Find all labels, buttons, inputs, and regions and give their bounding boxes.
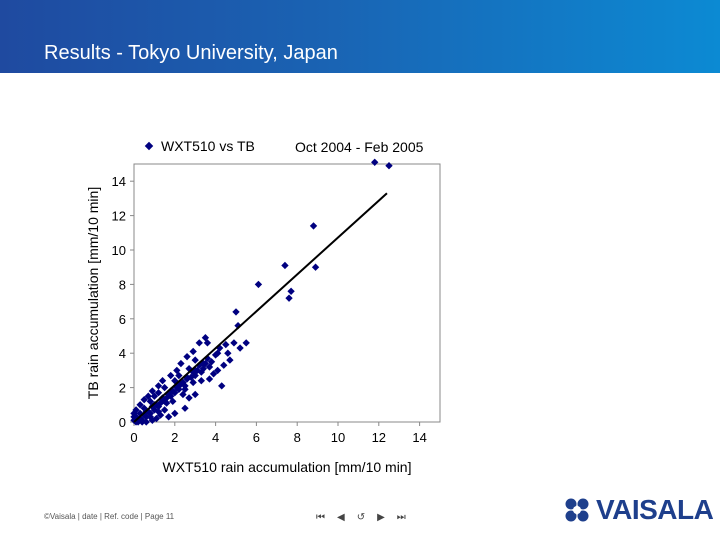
data-point xyxy=(160,406,169,414)
data-point xyxy=(254,280,263,289)
data-point xyxy=(224,349,232,357)
x-axis-ticks: 0 2 4 6 8 10 12 14 xyxy=(130,422,427,445)
data-point xyxy=(148,387,157,395)
y-tick-label: 4 xyxy=(119,346,126,361)
data-point xyxy=(132,406,140,414)
data-point xyxy=(371,158,379,166)
y-tick-label: 8 xyxy=(119,277,126,292)
data-point xyxy=(311,263,320,271)
chart-annotation: Oct 2004 - Feb 2005 xyxy=(295,139,424,155)
data-point xyxy=(205,363,214,371)
data-point xyxy=(167,371,175,380)
y-tick-label: 12 xyxy=(112,209,126,224)
legend-label: WXT510 vs TB xyxy=(161,138,255,154)
last-slide-button[interactable]: ⏭ xyxy=(396,512,406,523)
vaisala-emblem-icon xyxy=(565,498,589,522)
data-point xyxy=(138,418,146,426)
data-point xyxy=(185,394,193,402)
y-tick-label: 10 xyxy=(112,243,126,258)
legend-marker xyxy=(144,141,154,151)
data-point xyxy=(285,294,293,302)
data-point xyxy=(181,385,189,393)
data-point xyxy=(220,361,228,369)
data-point xyxy=(189,378,197,387)
data-point xyxy=(218,382,226,390)
data-point xyxy=(197,377,205,385)
data-point xyxy=(144,392,152,400)
y-axis-label: TB rain accumulation [mm/10 min] xyxy=(85,187,101,399)
data-point xyxy=(160,383,169,392)
data-point xyxy=(201,334,210,342)
trend-line xyxy=(133,192,388,423)
data-point xyxy=(140,395,148,404)
data-point xyxy=(183,352,191,361)
data-point xyxy=(154,382,163,390)
footer-text: ©Vaisala | date | Ref. code | Page 11 xyxy=(44,512,175,521)
data-point xyxy=(146,413,154,421)
data-point xyxy=(195,339,203,347)
next-slide-button[interactable]: ▶ xyxy=(377,512,385,523)
data-point xyxy=(213,349,222,357)
page-title: Results - Tokyo University, Japan xyxy=(44,42,338,64)
return-button[interactable]: ↺ xyxy=(356,512,366,523)
data-point xyxy=(197,368,205,376)
first-slide-button[interactable]: ⏮ xyxy=(316,512,325,523)
data-point xyxy=(154,389,163,397)
y-tick-label: 0 xyxy=(119,415,126,430)
x-tick-label: 4 xyxy=(212,430,219,445)
x-tick-label: 14 xyxy=(412,430,426,445)
y-tick-label: 6 xyxy=(119,312,126,327)
data-point xyxy=(152,414,161,423)
x-tick-label: 12 xyxy=(372,430,386,445)
x-axis-label: WXT510 rain accumulation [mm/10 min] xyxy=(163,459,412,475)
header-bar: Results - Tokyo University, Japan xyxy=(0,0,720,73)
data-point xyxy=(287,287,295,295)
data-point xyxy=(213,366,222,375)
data-point xyxy=(158,394,167,402)
data-point xyxy=(154,408,163,416)
data-point xyxy=(242,339,250,347)
data-point xyxy=(232,308,240,316)
data-point xyxy=(205,375,214,383)
y-tick-label: 2 xyxy=(119,381,126,396)
logo-wordmark: VAISALA xyxy=(596,494,714,525)
x-tick-label: 8 xyxy=(294,430,301,445)
data-point xyxy=(165,413,173,421)
x-tick-label: 10 xyxy=(331,430,345,445)
data-point xyxy=(191,390,199,399)
data-point xyxy=(209,370,218,378)
data-point xyxy=(236,344,244,352)
data-point xyxy=(177,359,185,368)
data-point xyxy=(385,162,393,170)
data-point xyxy=(158,377,167,385)
data-point xyxy=(169,397,177,406)
data-point xyxy=(189,347,197,356)
data-point xyxy=(173,366,181,375)
data-point xyxy=(281,261,289,270)
x-tick-label: 6 xyxy=(253,430,260,445)
previous-slide-button[interactable]: ◀ xyxy=(337,512,345,523)
x-tick-label: 2 xyxy=(171,430,178,445)
data-point xyxy=(230,339,238,347)
y-axis-ticks: 0 2 4 6 8 10 12 14 xyxy=(112,174,134,430)
y-tick-label: 14 xyxy=(112,174,126,189)
data-point xyxy=(222,340,230,349)
data-point xyxy=(171,409,179,418)
legend: WXT510 vs TB xyxy=(144,138,255,154)
data-point xyxy=(142,418,150,426)
data-point xyxy=(191,356,199,364)
vaisala-logo: VAISALA xyxy=(564,494,714,526)
data-point xyxy=(136,401,144,409)
x-tick-label: 0 xyxy=(130,430,137,445)
slide-navigation: ⏮ ◀ ↺ ▶ ⏭ xyxy=(316,512,406,524)
